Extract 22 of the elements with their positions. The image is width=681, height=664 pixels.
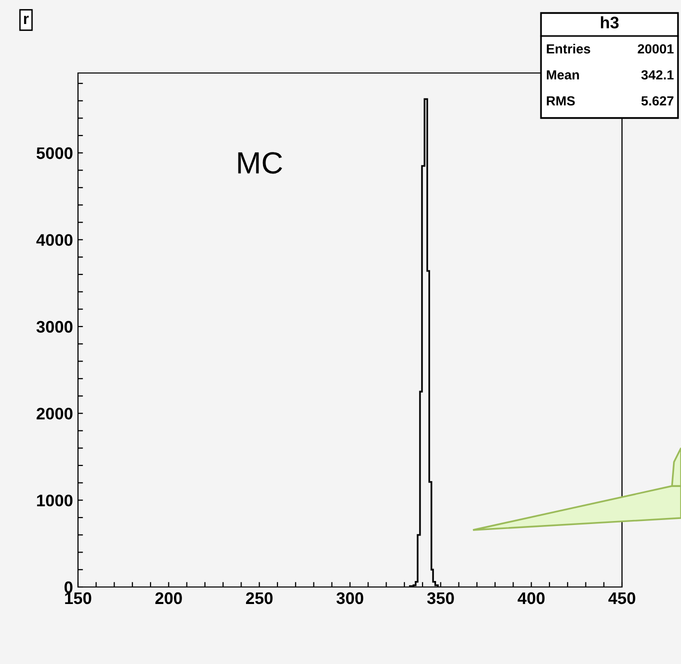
annotation: MC	[238, 152, 282, 174]
x-tick-label: 150	[65, 592, 92, 604]
annotation: RMS	[546, 96, 575, 106]
y-tick-label: 5000	[36, 147, 72, 160]
text: 342.1	[641, 70, 674, 80]
x-tick-label: 250	[246, 592, 273, 604]
text: 5.627	[641, 96, 674, 106]
x-tick-label: 350	[427, 592, 454, 604]
text: 20001	[638, 44, 674, 54]
y-tick-label: 4000	[36, 234, 72, 246]
x-tick-label: 450	[608, 592, 636, 604]
x-tick-label: 200	[155, 592, 182, 604]
text: Entries	[546, 44, 590, 54]
x-tick-label: 400	[518, 592, 545, 604]
y-tick-label: 1000	[37, 494, 72, 506]
chart-title: r	[24, 16, 29, 24]
x-tick-label: 300	[336, 592, 364, 604]
y-tick-label: 3000	[36, 320, 72, 333]
y-tick-label: 2000	[36, 408, 72, 420]
y-tick-label: 0	[64, 581, 72, 594]
annotation: Mean	[546, 70, 579, 80]
text: h3	[600, 16, 619, 28]
